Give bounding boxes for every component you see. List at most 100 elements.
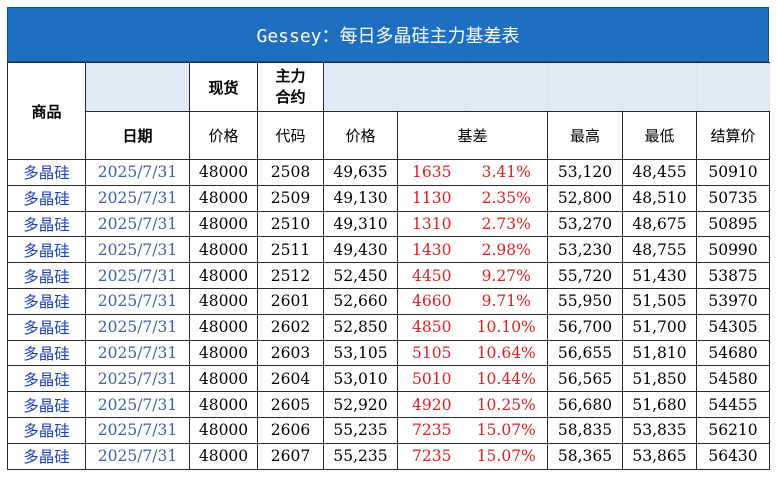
- cell-settle: 54455: [696, 391, 770, 418]
- table-row: 多晶硅 2025/7/31 48000 2605 52,920 4920 10.25% 56,…: [7, 391, 770, 418]
- header-price: 价格: [323, 111, 398, 160]
- cell-high: 56,680: [547, 391, 623, 418]
- cell-contract-code: 2509: [257, 184, 324, 212]
- header-filler: [622, 62, 697, 112]
- cell-spot-price: 48000: [189, 184, 258, 212]
- basis-table: 商品 现货 主力 合约 日期 价格 代码 价格 基差 最高: [7, 62, 770, 470]
- table-row: 多晶硅 2025/7/31 48000 2511 49,430 1430 2.98% 53,2…: [7, 236, 770, 264]
- cell-basis: 1130: [397, 184, 466, 212]
- cell-basis: 1635: [397, 159, 466, 186]
- cell-price: 49,310: [323, 210, 398, 238]
- cell-spot-price: 48000: [189, 442, 258, 470]
- cell-price: 52,920: [323, 391, 398, 418]
- cell-basis-pct: 10.10%: [465, 313, 548, 341]
- cell-product: 多晶硅: [7, 391, 86, 418]
- cell-date: 2025/7/31: [85, 442, 190, 470]
- cell-settle: 50895: [696, 210, 770, 238]
- cell-settle: 50735: [696, 184, 770, 212]
- header-main-contract: 主力 合约: [257, 62, 324, 112]
- cell-product: 多晶硅: [7, 262, 86, 289]
- cell-basis-pct: 10.44%: [465, 365, 548, 393]
- cell-contract-code: 2602: [257, 313, 324, 341]
- cell-basis-pct: 2.98%: [465, 236, 548, 264]
- cell-product: 多晶硅: [7, 184, 86, 212]
- header-filler: [397, 62, 466, 112]
- cell-spot-price: 48000: [189, 262, 258, 289]
- cell-high: 55,720: [547, 262, 623, 289]
- cell-settle: 50990: [696, 236, 770, 264]
- cell-low: 53,835: [622, 416, 697, 444]
- cell-low: 48,510: [622, 184, 697, 212]
- table-body: 多晶硅 2025/7/31 48000 2508 49,635 1635 3.41% 53,1…: [7, 159, 770, 470]
- cell-high: 53,120: [547, 159, 623, 186]
- cell-settle: 53970: [696, 287, 770, 315]
- header-product: 商品: [7, 62, 86, 160]
- cell-low: 48,455: [622, 159, 697, 186]
- cell-basis-pct: 15.07%: [465, 416, 548, 444]
- cell-date: 2025/7/31: [85, 416, 190, 444]
- cell-date: 2025/7/31: [85, 210, 190, 238]
- cell-date: 2025/7/31: [85, 184, 190, 212]
- cell-high: 53,270: [547, 210, 623, 238]
- cell-spot-price: 48000: [189, 210, 258, 238]
- cell-basis: 5010: [397, 365, 466, 393]
- table-row: 多晶硅 2025/7/31 48000 2606 55,235 7235 15.07% 58,…: [7, 416, 770, 444]
- cell-basis-pct: 3.41%: [465, 159, 548, 186]
- cell-settle: 53875: [696, 262, 770, 289]
- cell-product: 多晶硅: [7, 416, 86, 444]
- cell-contract-code: 2510: [257, 210, 324, 238]
- header-main-contract-line1: 主力: [275, 67, 306, 85]
- cell-basis-pct: 9.71%: [465, 287, 548, 315]
- cell-spot-price: 48000: [189, 365, 258, 393]
- cell-basis-pct: 2.35%: [465, 184, 548, 212]
- cell-price: 52,450: [323, 262, 398, 289]
- cell-date: 2025/7/31: [85, 236, 190, 264]
- cell-price: 53,105: [323, 339, 398, 367]
- cell-date: 2025/7/31: [85, 159, 190, 186]
- table-row: 多晶硅 2025/7/31 48000 2601 52,660 4660 9.71% 55,9…: [7, 287, 770, 315]
- cell-contract-code: 2604: [257, 365, 324, 393]
- header-main-contract-line2: 合约: [275, 88, 306, 106]
- cell-basis-pct: 15.07%: [465, 442, 548, 470]
- cell-date: 2025/7/31: [85, 391, 190, 418]
- cell-price: 52,850: [323, 313, 398, 341]
- cell-spot-price: 48000: [189, 416, 258, 444]
- table-row: 多晶硅 2025/7/31 48000 2604 53,010 5010 10.44% 56,…: [7, 365, 770, 393]
- cell-price: 55,235: [323, 442, 398, 470]
- cell-contract-code: 2606: [257, 416, 324, 444]
- cell-contract-code: 2607: [257, 442, 324, 470]
- cell-product: 多晶硅: [7, 442, 86, 470]
- header-high: 最高: [547, 111, 623, 160]
- cell-basis: 4660: [397, 287, 466, 315]
- cell-basis-pct: 2.73%: [465, 210, 548, 238]
- cell-product: 多晶硅: [7, 210, 86, 238]
- cell-low: 51,700: [622, 313, 697, 341]
- header-blank: [85, 62, 190, 112]
- cell-basis: 4450: [397, 262, 466, 289]
- cell-basis: 4920: [397, 391, 466, 418]
- cell-price: 49,635: [323, 159, 398, 186]
- header-filler: [323, 62, 398, 112]
- cell-low: 51,680: [622, 391, 697, 418]
- table-row: 多晶硅 2025/7/31 48000 2509 49,130 1130 2.35% 52,8…: [7, 184, 770, 212]
- cell-high: 58,365: [547, 442, 623, 470]
- cell-low: 51,850: [622, 365, 697, 393]
- cell-low: 51,810: [622, 339, 697, 367]
- header-basis: 基差: [397, 111, 548, 160]
- cell-settle: 50910: [696, 159, 770, 186]
- cell-basis: 7235: [397, 442, 466, 470]
- table-row: 多晶硅 2025/7/31 48000 2607 55,235 7235 15.07% 58,…: [7, 442, 770, 470]
- cell-contract-code: 2603: [257, 339, 324, 367]
- cell-low: 51,505: [622, 287, 697, 315]
- cell-price: 49,130: [323, 184, 398, 212]
- header-filler: [696, 62, 770, 112]
- basis-sheet: Gessey：每日多晶硅主力基差表 商品 现货 主力 合约: [7, 7, 770, 470]
- cell-price: 53,010: [323, 365, 398, 393]
- cell-date: 2025/7/31: [85, 262, 190, 289]
- table-row: 多晶硅 2025/7/31 48000 2512 52,450 4450 9.27% 55,7…: [7, 262, 770, 289]
- cell-high: 58,835: [547, 416, 623, 444]
- cell-settle: 56430: [696, 442, 770, 470]
- cell-price: 55,235: [323, 416, 398, 444]
- cell-settle: 54580: [696, 365, 770, 393]
- table-row: 多晶硅 2025/7/31 48000 2602 52,850 4850 10.10% 56,…: [7, 313, 770, 341]
